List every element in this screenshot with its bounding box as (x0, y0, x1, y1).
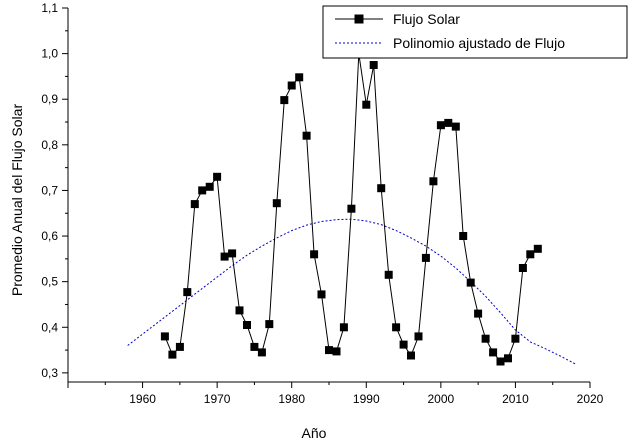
data-point-flujo-solar (347, 204, 356, 213)
data-point-flujo-solar (421, 253, 430, 262)
data-point-flujo-solar (175, 342, 184, 351)
y-tick-label: 1,0 (41, 47, 58, 61)
data-point-flujo-solar (444, 118, 453, 127)
data-point-flujo-solar (362, 100, 371, 109)
data-point-flujo-solar (518, 264, 527, 272)
series-line-polinomio (127, 218, 576, 365)
data-point-flujo-solar (496, 357, 505, 366)
data-point-flujo-solar (489, 348, 498, 357)
y-tick-label: 0,6 (41, 229, 58, 243)
data-point-flujo-solar (533, 244, 542, 253)
data-point-flujo-solar (257, 348, 266, 357)
y-tick-label: 0,3 (41, 366, 58, 380)
data-point-flujo-solar (168, 350, 177, 359)
x-tick-label: 1980 (278, 392, 305, 406)
data-point-flujo-solar (265, 320, 274, 329)
x-tick-label: 2020 (577, 392, 604, 406)
data-point-flujo-solar (414, 332, 423, 341)
data-point-flujo-solar (466, 278, 475, 287)
data-point-flujo-solar (407, 351, 415, 360)
data-point-flujo-solar (451, 122, 460, 131)
data-point-flujo-solar (377, 184, 386, 193)
x-axis: 1960 1970 1980 1990 2000 2010 2020 (67, 382, 604, 406)
data-point-flujo-solar (160, 332, 169, 341)
y-tick-label: 0,8 (41, 138, 58, 152)
data-point-flujo-solar (213, 172, 222, 181)
data-point-flujo-solar (228, 249, 237, 258)
data-point-flujo-solar (317, 290, 326, 299)
data-point-flujo-solar (280, 96, 289, 105)
data-point-flujo-solar (302, 131, 311, 140)
data-point-flujo-solar (384, 270, 393, 279)
data-point-flujo-solar (205, 182, 214, 191)
data-point-flujo-solar (250, 342, 259, 351)
data-point-flujo-solar (399, 340, 408, 349)
data-point-flujo-solar (272, 199, 281, 208)
data-point-flujo-solar (459, 232, 468, 240)
x-tick-label: 2000 (428, 392, 455, 406)
data-point-flujo-solar (392, 323, 401, 332)
data-point-flujo-solar (332, 347, 341, 356)
data-point-flujo-solar (198, 186, 207, 195)
x-tick-label: 1960 (129, 392, 156, 406)
data-point-flujo-solar (526, 250, 535, 259)
data-point-flujo-solar (190, 200, 199, 209)
data-point-flujo-solar (511, 334, 520, 343)
data-point-flujo-solar (474, 309, 483, 318)
data-point-flujo-solar (339, 323, 348, 332)
legend-box (322, 5, 628, 59)
plot-frame (67, 8, 590, 383)
data-point-flujo-solar (369, 61, 378, 69)
data-point-flujo-solar (295, 73, 304, 82)
series-layer (127, 49, 576, 366)
data-point-flujo-solar (235, 306, 244, 315)
data-point-flujo-solar (243, 321, 251, 329)
data-point-flujo-solar (429, 177, 438, 186)
legend-label-polinomio: Polinomio ajustado de Flujo (393, 35, 565, 51)
data-point-flujo-solar (287, 81, 296, 90)
data-point-flujo-solar (436, 121, 445, 130)
data-point-flujo-solar (504, 354, 512, 363)
y-tick-label: 0,4 (41, 320, 58, 334)
y-tick-label: 0,7 (41, 183, 58, 197)
data-point-flujo-solar (325, 346, 333, 355)
y-axis-label: Promedio Anual del Flujo Solar (9, 104, 25, 297)
data-point-flujo-solar (310, 250, 319, 259)
x-tick-label: 1970 (204, 392, 231, 406)
y-tick-label: 1,1 (41, 1, 58, 15)
y-tick-label: 0,5 (41, 275, 58, 289)
data-point-flujo-solar (220, 252, 229, 261)
legend-marker-flujo-solar (354, 14, 364, 24)
x-axis-label: Año (302, 425, 327, 441)
x-tick-label: 1990 (353, 392, 380, 406)
y-axis: 0,3 0,4 0,5 0,6 0,7 0,8 0,9 1,0 1,1 (41, 1, 68, 380)
x-tick-label: 2010 (502, 392, 529, 406)
data-point-flujo-solar (481, 334, 490, 343)
legend-label-flujo-solar: Flujo Solar (393, 11, 460, 27)
y-tick-label: 0,9 (41, 92, 58, 106)
legend: Flujo Solar Polinomio ajustado de Flujo (322, 5, 628, 59)
data-point-flujo-solar (183, 288, 192, 297)
